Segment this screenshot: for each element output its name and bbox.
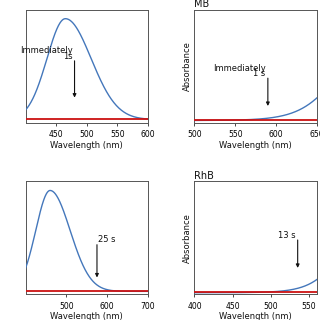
- Text: Immediately: Immediately: [213, 64, 265, 73]
- Text: 13 s: 13 s: [278, 231, 295, 240]
- Y-axis label: Absorbance: Absorbance: [183, 41, 192, 91]
- X-axis label: Wavelength (nm): Wavelength (nm): [51, 141, 123, 150]
- X-axis label: Wavelength (nm): Wavelength (nm): [219, 312, 292, 320]
- Text: RhB: RhB: [195, 171, 214, 180]
- Text: 25 s: 25 s: [98, 236, 116, 244]
- X-axis label: Wavelength (nm): Wavelength (nm): [219, 141, 292, 150]
- Text: Immediately: Immediately: [20, 46, 73, 55]
- Y-axis label: Absorbance: Absorbance: [183, 213, 192, 263]
- X-axis label: Wavelength (nm): Wavelength (nm): [51, 312, 123, 320]
- Text: 1 s: 1 s: [253, 69, 265, 78]
- Text: MB: MB: [195, 0, 210, 9]
- Text: 1s: 1s: [63, 52, 73, 60]
